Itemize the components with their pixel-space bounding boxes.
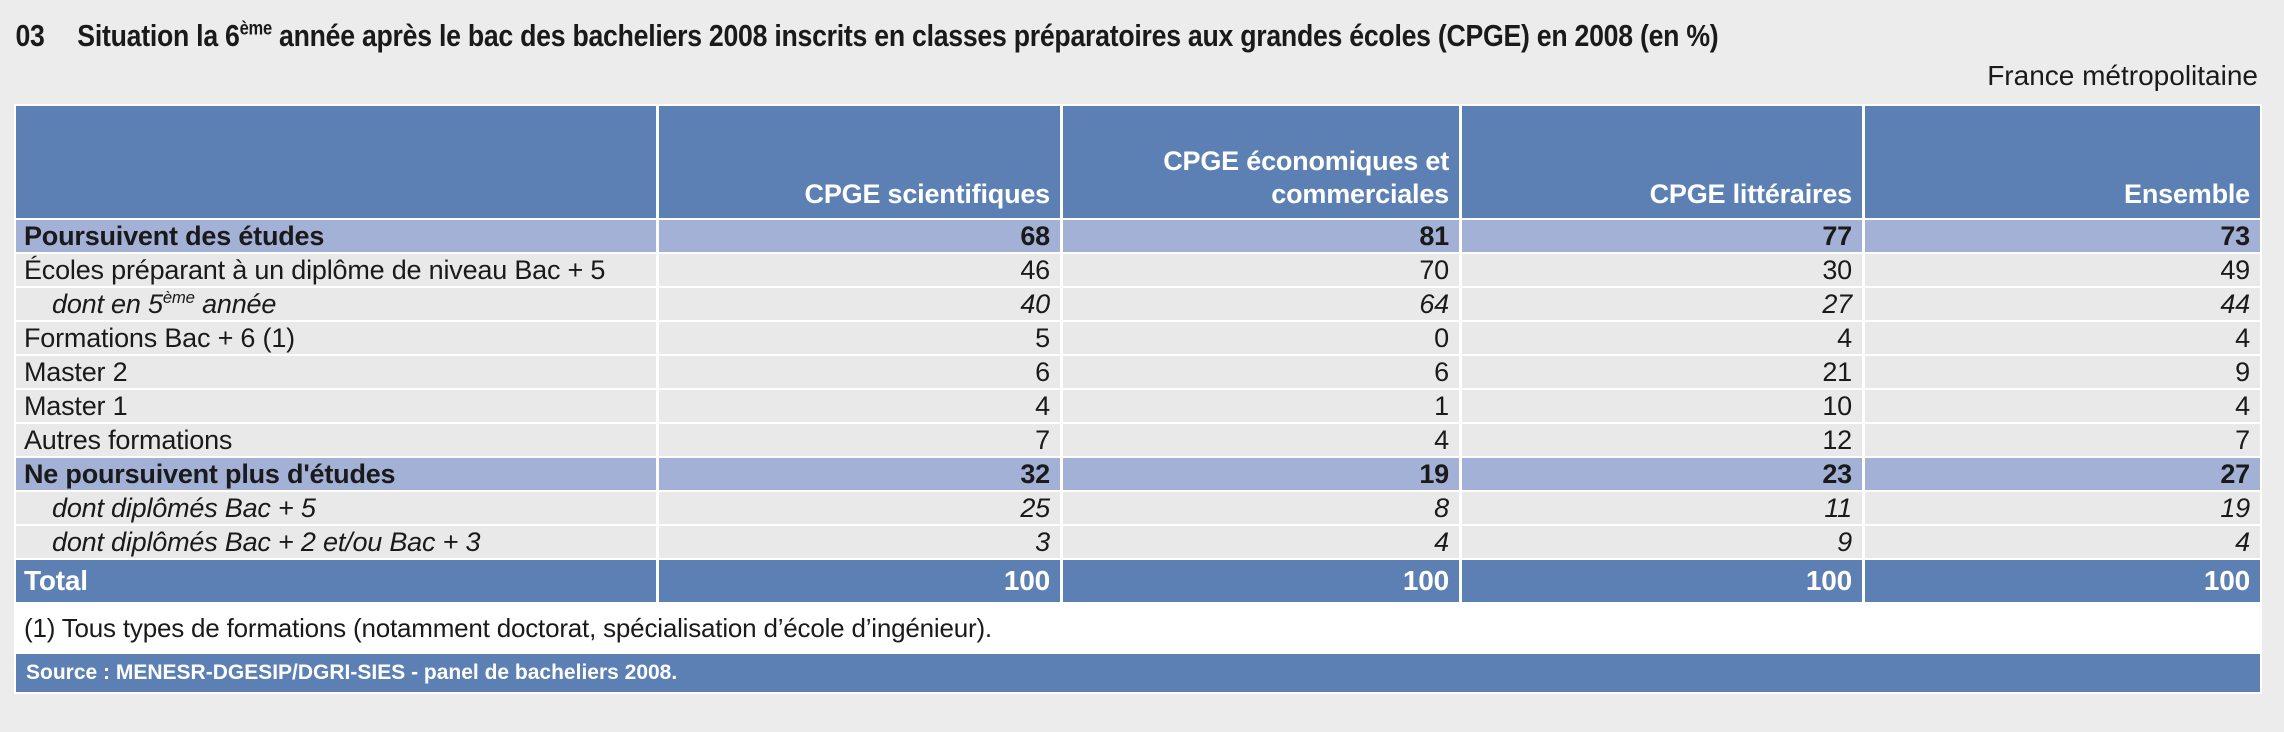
column-header: Ensemble <box>1865 106 2260 218</box>
column-header: CPGE économiques et commerciales <box>1063 106 1459 218</box>
value-cell: 30 <box>1462 254 1862 286</box>
value-cell: 70 <box>1063 254 1459 286</box>
row-label: Écoles préparant à un diplôme de niveau … <box>16 254 656 286</box>
value-cell: 0 <box>1063 322 1459 354</box>
value-cell: 68 <box>659 220 1060 252</box>
table-source-bar: Source : MENESR-DGESIP/DGRI-SIES - panel… <box>16 654 2260 692</box>
figure-number: 03 <box>15 18 45 53</box>
value-cell: 100 <box>659 560 1060 602</box>
figure-title-bar: 03 Situation la 6ème année après le bac … <box>0 0 1964 54</box>
value-cell: 100 <box>1063 560 1459 602</box>
value-cell: 4 <box>1063 526 1459 558</box>
row-label: Poursuivent des études <box>16 220 656 252</box>
table-footnote: (1) Tous types de formations (notamment … <box>16 604 2260 652</box>
value-cell: 73 <box>1865 220 2260 252</box>
value-cell: 81 <box>1063 220 1459 252</box>
value-cell: 4 <box>1462 322 1862 354</box>
value-cell: 4 <box>1865 390 2260 422</box>
value-cell: 44 <box>1865 288 2260 320</box>
value-cell: 64 <box>1063 288 1459 320</box>
value-cell: 32 <box>659 458 1060 490</box>
value-cell: 4 <box>1865 526 2260 558</box>
row-label: Master 2 <box>16 356 656 388</box>
value-cell: 4 <box>1063 424 1459 456</box>
value-cell: 25 <box>659 492 1060 524</box>
value-cell: 10 <box>1462 390 1862 422</box>
value-cell: 1 <box>1063 390 1459 422</box>
table-header-row: CPGE scientifiques CPGE économiques et co… <box>16 106 2260 218</box>
value-cell: 23 <box>1462 458 1862 490</box>
row-label: Total <box>16 560 656 602</box>
value-cell: 46 <box>659 254 1060 286</box>
figure-title: Situation la 6ème année après le bac des… <box>77 18 1719 53</box>
value-cell: 7 <box>659 424 1060 456</box>
row-label: Master 1 <box>16 390 656 422</box>
statistics-table: CPGE scientifiques CPGE économiques et co… <box>14 104 2262 694</box>
region-subtitle: France métropolitaine <box>1987 60 2258 91</box>
value-cell: 100 <box>1865 560 2260 602</box>
value-cell: 4 <box>1865 322 2260 354</box>
row-label: Autres formations <box>16 424 656 456</box>
value-cell: 100 <box>1462 560 1862 602</box>
value-cell: 6 <box>659 356 1060 388</box>
row-label: dont diplômés Bac + 5 <box>16 492 656 524</box>
table-row: Ne poursuivent plus d'études 32 19 23 27 <box>16 458 2260 490</box>
table-row: Master 1 4 1 10 4 <box>16 390 2260 422</box>
value-cell: 9 <box>1462 526 1862 558</box>
column-header: CPGE scientifiques <box>659 106 1060 218</box>
row-label: dont diplômés Bac + 2 et/ou Bac + 3 <box>16 526 656 558</box>
value-cell: 27 <box>1462 288 1862 320</box>
value-cell: 11 <box>1462 492 1862 524</box>
value-cell: 3 <box>659 526 1060 558</box>
value-cell: 19 <box>1063 458 1459 490</box>
value-cell: 12 <box>1462 424 1862 456</box>
value-cell: 27 <box>1865 458 2260 490</box>
column-header: CPGE littéraires <box>1462 106 1862 218</box>
value-cell: 40 <box>659 288 1060 320</box>
value-cell: 77 <box>1462 220 1862 252</box>
table-row: Total 100 100 100 100 <box>16 560 2260 602</box>
value-cell: 6 <box>1063 356 1459 388</box>
row-label: Ne poursuivent plus d'études <box>16 458 656 490</box>
table-row: Formations Bac + 6 (1) 5 0 4 4 <box>16 322 2260 354</box>
row-label: dont en 5ème année <box>16 288 656 320</box>
value-cell: 8 <box>1063 492 1459 524</box>
table-row: Master 2 6 6 21 9 <box>16 356 2260 388</box>
value-cell: 49 <box>1865 254 2260 286</box>
value-cell: 4 <box>659 390 1060 422</box>
row-label: Formations Bac + 6 (1) <box>16 322 656 354</box>
table-row: Poursuivent des études 68 81 77 73 <box>16 220 2260 252</box>
column-header-empty <box>16 106 656 218</box>
value-cell: 9 <box>1865 356 2260 388</box>
value-cell: 5 <box>659 322 1060 354</box>
table-row: dont diplômés Bac + 5 25 8 11 19 <box>16 492 2260 524</box>
value-cell: 7 <box>1865 424 2260 456</box>
table-row: dont en 5ème année 40 64 27 44 <box>16 288 2260 320</box>
table-row: Autres formations 7 4 12 7 <box>16 424 2260 456</box>
value-cell: 19 <box>1865 492 2260 524</box>
value-cell: 21 <box>1462 356 1862 388</box>
table-row: Écoles préparant à un diplôme de niveau … <box>16 254 2260 286</box>
table-rows: CPGE scientifiques CPGE économiques et co… <box>16 106 2260 602</box>
